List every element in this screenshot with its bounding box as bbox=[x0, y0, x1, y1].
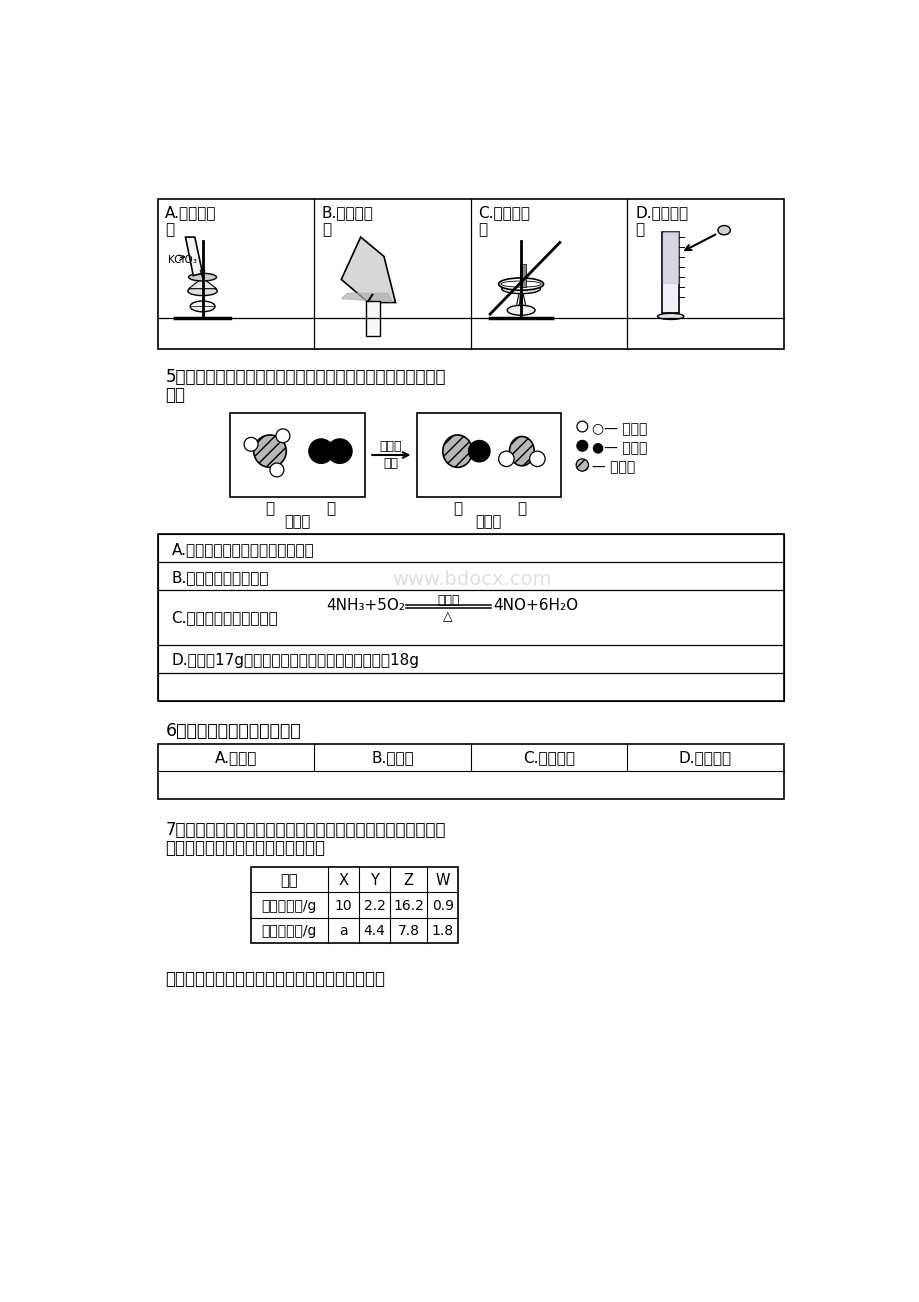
Circle shape bbox=[576, 440, 587, 452]
Circle shape bbox=[309, 439, 334, 464]
Polygon shape bbox=[341, 237, 395, 302]
Ellipse shape bbox=[717, 225, 730, 234]
Text: B.　倒倒液
体: B. 倒倒液 体 bbox=[322, 204, 373, 237]
Bar bbox=[157, 673, 783, 700]
Text: 物质: 物质 bbox=[280, 874, 298, 888]
Text: 的是: 的是 bbox=[165, 387, 185, 405]
Text: A.　制取氧
气: A. 制取氧 气 bbox=[165, 204, 217, 237]
Text: KClO₃: KClO₃ bbox=[167, 255, 197, 264]
Text: 4NO+6H₂O: 4NO+6H₂O bbox=[493, 598, 578, 613]
Text: 4NH₃+5O₂: 4NH₃+5O₂ bbox=[326, 598, 405, 613]
Ellipse shape bbox=[501, 284, 539, 294]
Text: C.　该化学反应方程式为: C. 该化学反应方程式为 bbox=[171, 609, 278, 625]
Bar bbox=[157, 199, 783, 349]
Text: 4.4: 4.4 bbox=[363, 924, 385, 937]
Ellipse shape bbox=[657, 314, 683, 319]
Bar bbox=[157, 534, 783, 700]
Circle shape bbox=[498, 452, 514, 466]
Circle shape bbox=[529, 452, 545, 466]
Bar bbox=[519, 264, 525, 288]
Text: Y: Y bbox=[369, 874, 379, 888]
Bar bbox=[417, 413, 560, 497]
Text: ●— 氧原子: ●— 氧原子 bbox=[591, 441, 646, 456]
Circle shape bbox=[468, 440, 490, 462]
Ellipse shape bbox=[501, 281, 540, 288]
Text: 催化剑: 催化剑 bbox=[437, 595, 459, 607]
Bar bbox=[157, 562, 783, 590]
Ellipse shape bbox=[188, 273, 216, 281]
Text: D.　氯化钓: D. 氯化钓 bbox=[678, 750, 732, 764]
Circle shape bbox=[244, 437, 257, 452]
Polygon shape bbox=[188, 277, 216, 289]
Polygon shape bbox=[341, 293, 392, 302]
Text: 7．一定条件下，下列物质在密闭容器内反应一段时间，测得反: 7．一定条件下，下列物质在密闭容器内反应一段时间，测得反 bbox=[165, 820, 446, 838]
Text: a: a bbox=[339, 924, 347, 937]
Text: 甲: 甲 bbox=[266, 501, 274, 516]
Text: 反应后: 反应后 bbox=[475, 514, 501, 530]
Polygon shape bbox=[186, 237, 202, 276]
Text: 5．某化学反应的微观示意图如下，根据该图得出的结论，正确: 5．某化学反应的微观示意图如下，根据该图得出的结论，正确 bbox=[165, 368, 446, 385]
Text: 丙: 丙 bbox=[452, 501, 461, 516]
Circle shape bbox=[269, 464, 284, 477]
Ellipse shape bbox=[506, 305, 535, 315]
Text: C.　蒸发浓
缩: C. 蒸发浓 缩 bbox=[478, 204, 530, 237]
Text: 加热: 加热 bbox=[383, 457, 398, 470]
Ellipse shape bbox=[575, 458, 588, 471]
Text: 反应前: 反应前 bbox=[284, 514, 310, 530]
Text: — 氮原子: — 氮原子 bbox=[591, 461, 634, 474]
Text: W: W bbox=[435, 874, 449, 888]
Text: C.　金刚石: C. 金刚石 bbox=[522, 750, 574, 764]
Bar bbox=[230, 413, 365, 497]
Text: www.bdocx.com: www.bdocx.com bbox=[391, 570, 550, 589]
Text: 乙: 乙 bbox=[325, 501, 335, 516]
Circle shape bbox=[276, 428, 289, 443]
Text: X: X bbox=[338, 874, 348, 888]
Text: 根据上表信息判断，下列说法中不正确的是（　）: 根据上表信息判断，下列说法中不正确的是（ ） bbox=[165, 970, 385, 988]
Text: A.　氯气: A. 氯气 bbox=[214, 750, 256, 764]
Bar bbox=[157, 590, 783, 646]
Text: 应产前后各物质的质量关系如下表：: 应产前后各物质的质量关系如下表： bbox=[165, 840, 325, 857]
Ellipse shape bbox=[498, 277, 543, 290]
Text: △: △ bbox=[443, 611, 452, 624]
Text: D.　量取液
体: D. 量取液 体 bbox=[634, 204, 687, 237]
Text: 反应前质量/g: 反应前质量/g bbox=[261, 898, 317, 913]
Text: 2.2: 2.2 bbox=[363, 898, 385, 913]
Bar bbox=[157, 743, 783, 799]
Ellipse shape bbox=[442, 435, 471, 467]
Text: 催化剑: 催化剑 bbox=[380, 440, 402, 453]
Text: B.　氧气: B. 氧气 bbox=[370, 750, 414, 764]
Ellipse shape bbox=[509, 436, 534, 466]
Text: 反应后质量/g: 反应后质量/g bbox=[261, 924, 317, 937]
Text: 丁: 丁 bbox=[516, 501, 526, 516]
Bar bbox=[662, 232, 678, 312]
Bar bbox=[157, 534, 783, 562]
Text: 0.9: 0.9 bbox=[431, 898, 453, 913]
Bar bbox=[366, 301, 380, 336]
Ellipse shape bbox=[254, 435, 286, 467]
Text: 7.8: 7.8 bbox=[397, 924, 419, 937]
Text: 10: 10 bbox=[335, 898, 352, 913]
Text: ○— 氢原子: ○— 氢原子 bbox=[591, 422, 646, 436]
Text: 1.8: 1.8 bbox=[431, 924, 453, 937]
Text: D.　若有17g物质甲参加反应，生成物丁的质量为18g: D. 若有17g物质甲参加反应，生成物丁的质量为18g bbox=[171, 652, 419, 668]
Bar bbox=[157, 646, 783, 673]
Text: A.　四种物质中只有丙属于氧化物: A. 四种物质中只有丙属于氧化物 bbox=[171, 542, 314, 557]
Text: B.　该反应为化合反应: B. 该反应为化合反应 bbox=[171, 570, 268, 585]
Circle shape bbox=[327, 439, 352, 464]
Ellipse shape bbox=[187, 286, 217, 296]
Text: 16.2: 16.2 bbox=[392, 898, 424, 913]
Bar bbox=[250, 867, 458, 943]
Circle shape bbox=[576, 421, 587, 432]
Polygon shape bbox=[663, 233, 677, 284]
Text: Z: Z bbox=[403, 874, 414, 888]
Text: 6．下列物质由分子构成的是: 6．下列物质由分子构成的是 bbox=[165, 723, 301, 741]
Ellipse shape bbox=[190, 301, 215, 311]
